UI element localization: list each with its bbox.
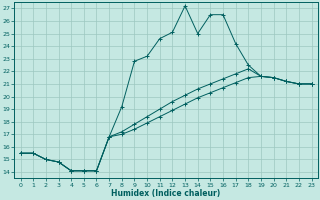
X-axis label: Humidex (Indice chaleur): Humidex (Indice chaleur) (111, 189, 221, 198)
